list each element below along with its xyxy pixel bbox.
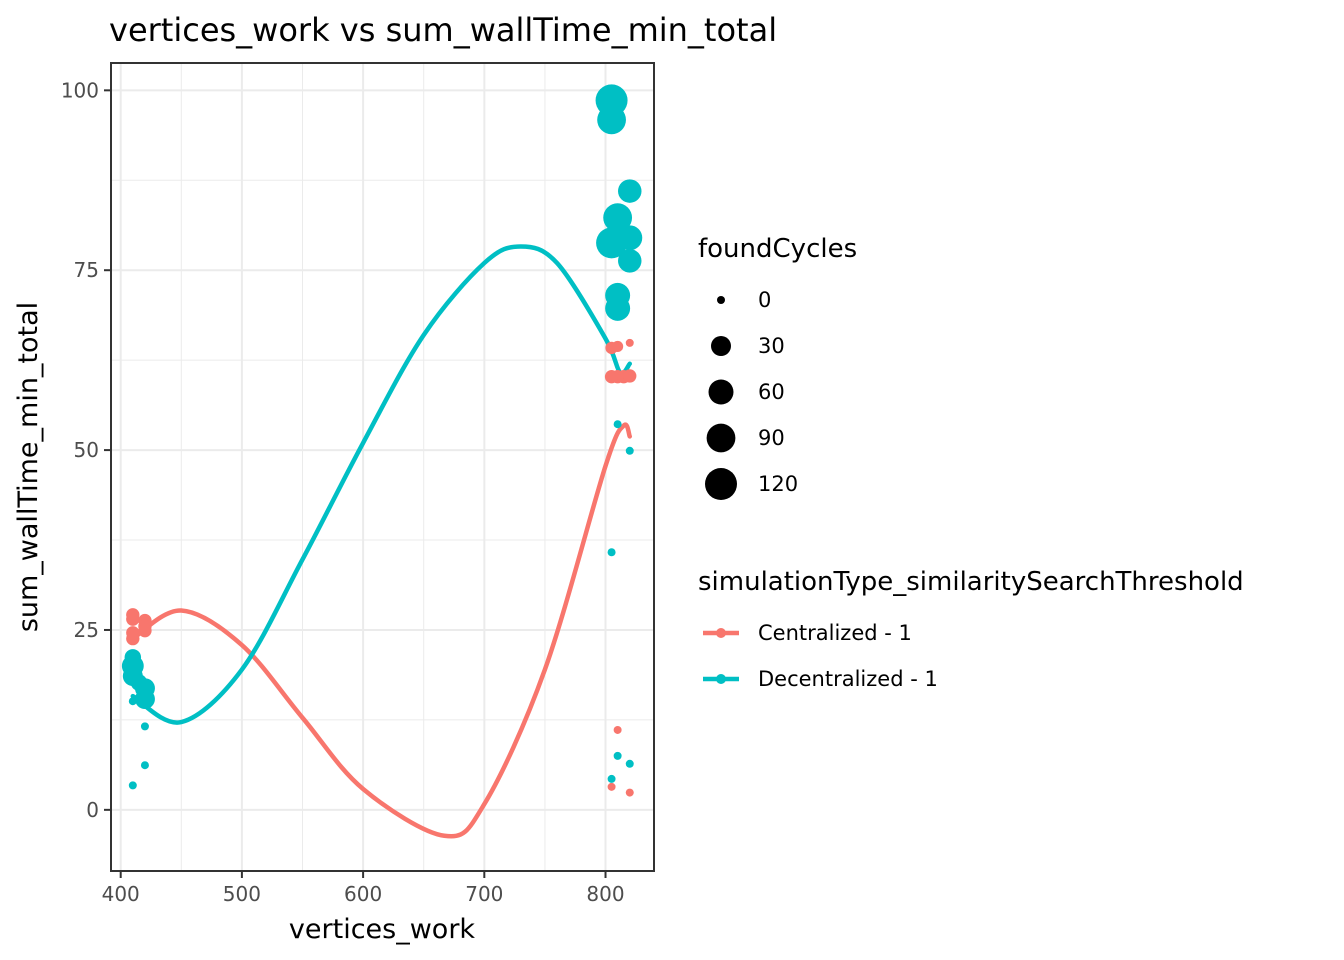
data-point [625,446,634,455]
data-point [128,781,137,790]
x-axis-title: vertices_work [289,914,476,945]
y-axis-title: sum_wallTime_min_total [13,302,44,632]
color-legend-point [716,674,726,684]
data-point [597,105,626,135]
trend-line-centralized-1 [130,422,633,839]
y-tick-label: 50 [74,438,99,462]
trend-line-decentralized-1 [130,244,633,725]
data-point [617,225,643,251]
size-legend-title: foundCycles [698,234,857,264]
x-tick-label: 600 [344,882,382,906]
data-point [134,689,155,710]
data-point [138,624,152,638]
data-point [607,548,616,557]
trend-lines [130,244,633,839]
size-legend-key [705,468,737,500]
data-point [613,420,622,429]
data-point [140,761,149,770]
data-point [625,338,634,347]
size-legend-key [717,296,725,304]
data-point [625,788,634,797]
data-point [126,612,140,626]
size-legend-key [711,336,731,356]
data-point [124,649,142,666]
data-point [618,179,642,203]
data-point [625,759,634,768]
data-point [612,340,624,353]
size-legend-label: 60 [758,380,785,404]
plot-border [110,62,655,872]
data-point [613,725,622,734]
data-point [607,782,616,791]
data-point [128,697,137,706]
y-tick-label: 100 [61,78,99,102]
chart-title: vertices_work vs sum_wallTime_min_total [109,11,777,49]
x-tick-label: 400 [102,882,140,906]
data-point [623,369,637,383]
x-tick-label: 800 [586,882,624,906]
data-point [126,631,140,646]
plot-background [111,63,654,871]
size-legend-label: 0 [758,288,771,312]
data-points [121,84,643,797]
data-point [607,774,616,783]
color-legend-point [716,628,726,638]
color-legend-label: Decentralized - 1 [758,667,938,691]
data-point [613,751,622,760]
size-legend: foundCycles 0 30 60 90 120 [698,234,857,500]
data-point [603,203,633,233]
y-tick-label: 0 [86,798,99,822]
x-tick-label: 500 [223,882,261,906]
data-point [605,295,631,321]
size-legend-label: 30 [758,334,785,358]
data-point [140,722,149,731]
color-legend-title: simulationType_similaritySearchThreshold [698,567,1244,597]
size-legend-key [708,379,734,405]
x-tick-label: 700 [465,882,503,906]
color-legend: simulationType_similaritySearchThreshold… [698,567,1244,691]
y-tick-label: 25 [74,618,99,642]
color-legend-label: Centralized - 1 [758,621,912,645]
y-tick-label: 75 [74,258,99,282]
size-legend-key [706,423,736,453]
y-axis-ticks: 0 25 50 75 100 [61,78,111,822]
x-axis-ticks: 400 500 600 700 800 [102,871,625,906]
data-point [618,249,642,273]
size-legend-label: 90 [758,426,785,450]
size-legend-label: 120 [758,472,798,496]
